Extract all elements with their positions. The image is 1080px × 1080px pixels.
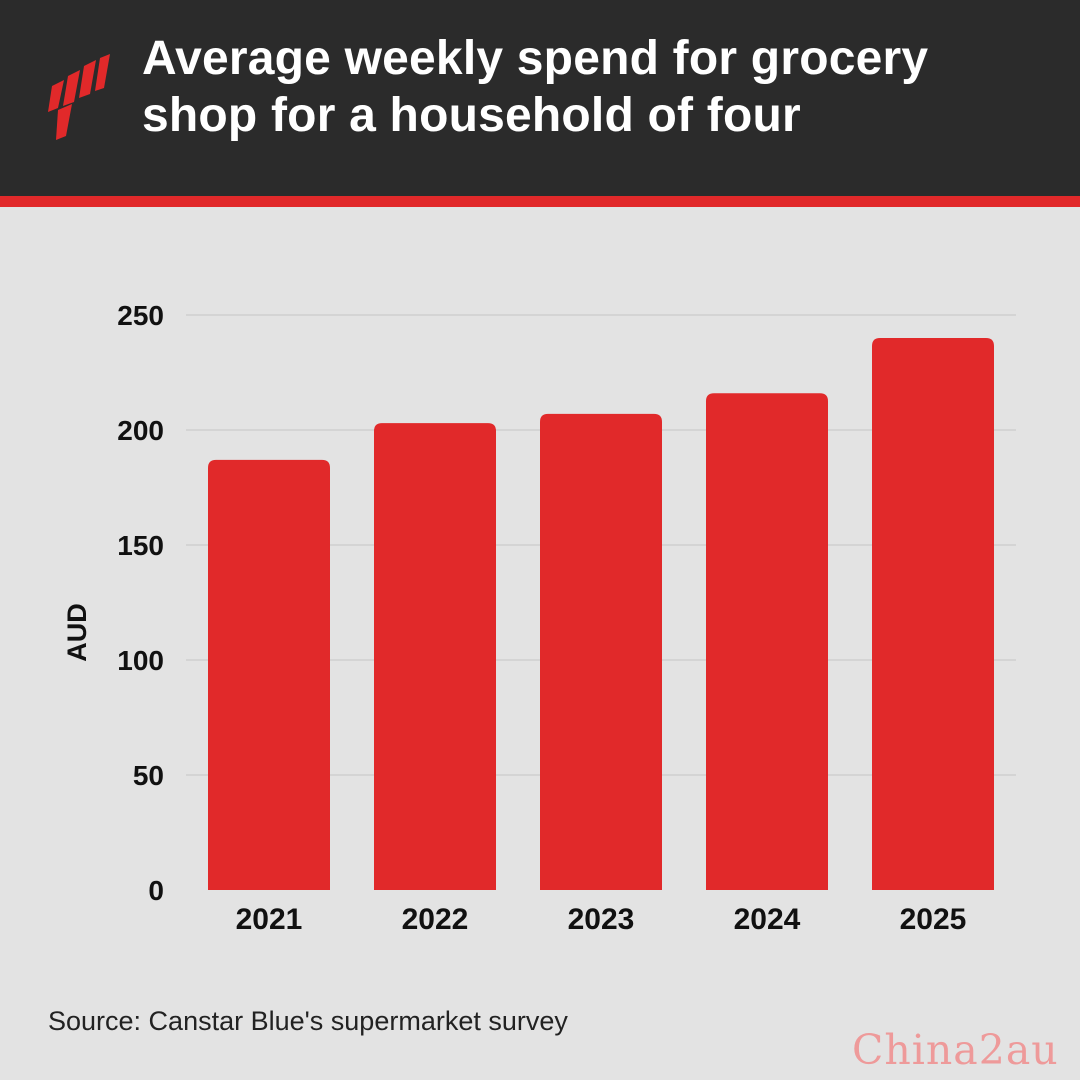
title-line-1: Average weekly spend for grocery bbox=[142, 32, 929, 85]
page-title: Average weekly spend for grocery shop fo… bbox=[142, 30, 1042, 144]
bar-2024 bbox=[706, 393, 828, 890]
bar-chart-svg: 0 50 100 150 200 250 2021 2022 2023 2024 2025 AUD bbox=[62, 300, 1016, 936]
y-tick-label: 150 bbox=[117, 530, 164, 561]
y-tick-label: 200 bbox=[117, 415, 164, 446]
x-tick-label: 2023 bbox=[568, 903, 635, 936]
header-accent-rule bbox=[0, 196, 1080, 207]
y-tick-label: 250 bbox=[117, 300, 164, 331]
watermark: China2au bbox=[852, 1026, 1059, 1074]
bars bbox=[208, 338, 994, 890]
x-tick-label: 2025 bbox=[900, 903, 967, 936]
bar-2022 bbox=[374, 423, 496, 890]
title-line-2: shop for a household of four bbox=[142, 89, 801, 142]
bar-chart: 0 50 100 150 200 250 2021 2022 2023 2024 2025 AUD bbox=[0, 230, 1080, 950]
x-tick-label: 2021 bbox=[236, 903, 303, 936]
y-tick-label: 0 bbox=[148, 875, 164, 906]
y-axis-label: AUD bbox=[62, 603, 92, 662]
header-banner: Average weekly spend for grocery shop fo… bbox=[0, 0, 1080, 196]
y-tick-label: 100 bbox=[117, 645, 164, 676]
x-tick-label: 2022 bbox=[402, 903, 469, 936]
source-note: Source: Canstar Blue's supermarket surve… bbox=[48, 1006, 568, 1036]
x-tick-label: 2024 bbox=[734, 903, 801, 936]
y-tick-labels: 0 50 100 150 200 250 bbox=[117, 300, 164, 906]
bar-2023 bbox=[540, 413, 662, 890]
bar-2025 bbox=[872, 338, 994, 890]
x-tick-labels: 2021 2022 2023 2024 2025 bbox=[236, 903, 967, 936]
sbs-logo-icon bbox=[48, 54, 110, 140]
bar-2021 bbox=[208, 459, 330, 890]
y-tick-label: 50 bbox=[133, 760, 164, 791]
